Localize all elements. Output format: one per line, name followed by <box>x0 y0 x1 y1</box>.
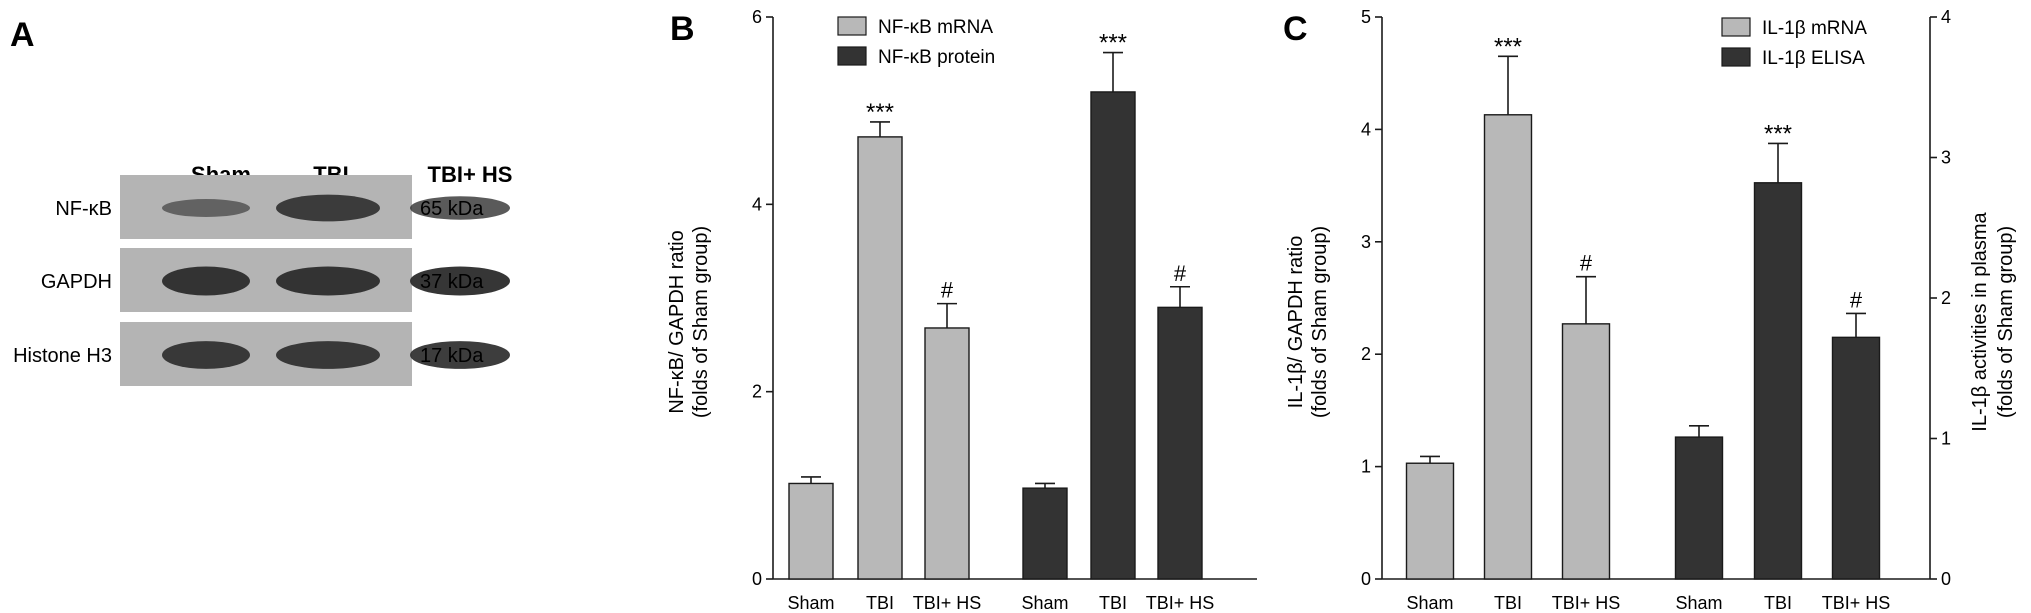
blot-strips: NF-κB 65 kDa GAPDH 37 kDa Histone H3 17 kDa <box>13 175 510 386</box>
significance-label: # <box>1580 251 1593 276</box>
blot-band-2-1 <box>276 341 380 369</box>
blot-size-label: 65 kDa <box>420 198 484 220</box>
legend-label: NF-κB mRNA <box>878 17 993 38</box>
y-tick-label: 4 <box>1361 119 1371 139</box>
x-tick-label: TBI <box>1764 593 1792 613</box>
x-tick-label: TBI+ HS <box>1146 593 1215 613</box>
blot-label: NF-κB <box>55 198 112 220</box>
x-tick-label: TBI <box>866 593 894 613</box>
bar-1-1 <box>1753 182 1803 580</box>
blot-band-1-0 <box>162 266 250 296</box>
y2-tick-label: 1 <box>1941 429 1951 449</box>
blot-band-2-2 <box>410 341 510 369</box>
panel-c-chart: C IL-1β/ GAPDH ratio (folds of Sham grou… <box>1283 7 2017 613</box>
lane-label-tbi-hs: TBI+ HS <box>428 162 513 187</box>
significance-label: *** <box>866 99 894 126</box>
bar-1-2 <box>1831 336 1881 580</box>
blot-band-2-0 <box>162 341 250 369</box>
y-tick-label: 3 <box>1361 232 1371 252</box>
x-tick-label: Sham <box>1675 593 1722 613</box>
panel-c-ylabel-line2: (folds of Sham group) <box>1309 226 1331 418</box>
y-tick-label: 6 <box>752 7 762 27</box>
y2-tick-label: 2 <box>1941 288 1951 308</box>
blot-label: GAPDH <box>41 271 112 293</box>
bar-1-0 <box>1674 436 1724 580</box>
y2-tick-label: 4 <box>1941 7 1951 27</box>
y-tick-label: 4 <box>752 194 762 214</box>
significance-label: *** <box>1494 33 1522 60</box>
panel-b-ylabel-line1: NF-κB/ GAPDH ratio <box>666 230 688 413</box>
legend-swatch <box>1721 47 1751 67</box>
x-tick-label: Sham <box>1406 593 1453 613</box>
x-tick-label: TBI+ HS <box>1822 593 1891 613</box>
blot-label: Histone H3 <box>13 345 112 367</box>
bar-0-2 <box>1561 323 1611 580</box>
panel-c-y2label-line2: (folds of Sham group) <box>1995 226 2017 418</box>
legend-label: IL-1β mRNA <box>1762 18 1867 39</box>
significance-label: *** <box>1764 120 1792 147</box>
x-tick-label: Sham <box>787 593 834 613</box>
blot-band-1-1 <box>276 266 380 296</box>
significance-label: *** <box>1099 30 1127 57</box>
significance-label: # <box>1850 287 1863 312</box>
y-tick-label: 5 <box>1361 7 1371 27</box>
blot-band-0-0 <box>162 199 250 217</box>
blot-band-0-2 <box>410 196 510 220</box>
legend-label: NF-κB protein <box>878 47 995 68</box>
bar-0-2 <box>924 327 970 580</box>
bar-1-0 <box>1022 487 1068 580</box>
legend-swatch <box>837 16 867 36</box>
panel-c-plot: 0 1 2 3 4 5 0 1 2 3 4 Sham TBI TBI+ HS Sham TBI TBI+ HS *… <box>1361 7 1951 613</box>
significance-label: # <box>941 278 954 303</box>
bar-1-2 <box>1157 306 1203 580</box>
panel-c-letter: C <box>1283 10 1308 48</box>
y2-tick-label: 0 <box>1941 569 1951 589</box>
legend-swatch <box>1721 17 1751 37</box>
x-tick-label: TBI <box>1494 593 1522 613</box>
legend-swatch <box>837 46 867 66</box>
panel-b-chart: B NF-κB/ GAPDH ratio (folds of Sham grou… <box>666 7 1257 613</box>
y-tick-label: 2 <box>1361 344 1371 364</box>
x-tick-label: TBI <box>1099 593 1127 613</box>
bar-0-1 <box>1483 114 1533 580</box>
panel-c-ylabel-line1: IL-1β/ GAPDH ratio <box>1285 236 1307 409</box>
panel-c-y2label-line1: IL-1β activities in plasma <box>1969 211 1991 431</box>
x-tick-label: Sham <box>1021 593 1068 613</box>
bar-1-1 <box>1090 91 1136 580</box>
x-tick-label: TBI+ HS <box>1552 593 1621 613</box>
y-tick-label: 0 <box>752 569 762 589</box>
panel-a-letter: A <box>10 16 35 54</box>
panel-b-ylabel-line2: (folds of Sham group) <box>690 226 712 418</box>
legend-label: IL-1β ELISA <box>1762 48 1865 69</box>
panel-b-letter: B <box>670 10 695 48</box>
bar-0-1 <box>857 136 903 580</box>
blot-band-1-2 <box>410 266 510 296</box>
y-tick-label: 2 <box>752 382 762 402</box>
blot-size-label: 17 kDa <box>420 345 484 367</box>
y-tick-label: 0 <box>1361 569 1371 589</box>
blot-size-label: 37 kDa <box>420 271 484 293</box>
x-tick-label: TBI+ HS <box>913 593 982 613</box>
significance-label: # <box>1174 261 1187 286</box>
blot-band-0-1 <box>276 194 380 222</box>
y-tick-label: 1 <box>1361 457 1371 477</box>
panel-b-plot: 0 2 4 6 Sham TBI TBI+ HS Sham TBI TBI+ HS *** # *** #… <box>752 7 1257 613</box>
bar-0-0 <box>788 482 834 580</box>
bar-0-0 <box>1405 462 1455 580</box>
y2-tick-label: 3 <box>1941 148 1951 168</box>
